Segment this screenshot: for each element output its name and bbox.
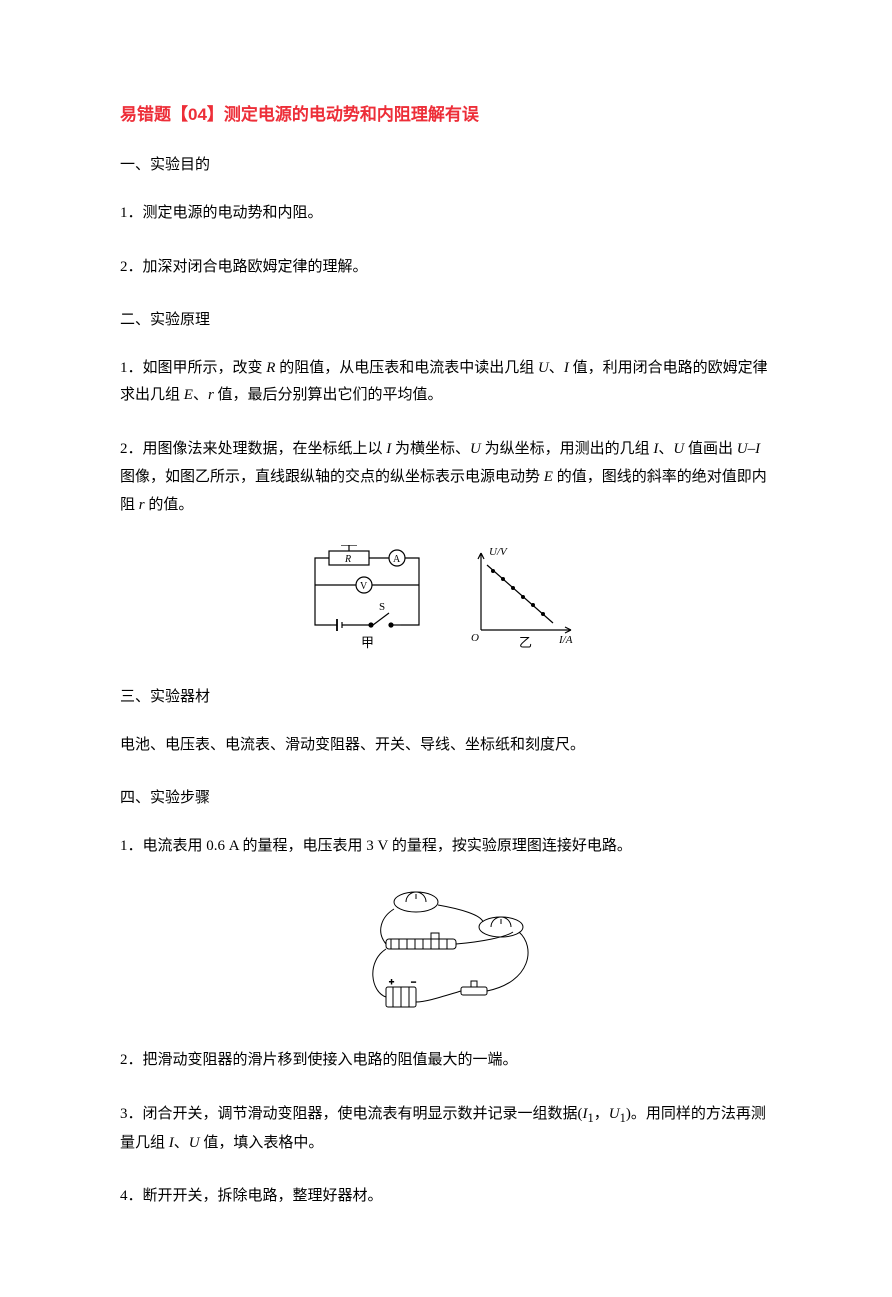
var-U: U [189, 1135, 200, 1151]
V-label: V [360, 581, 368, 592]
text: 、 [658, 441, 673, 457]
text: 1．如图甲所示，改变 [120, 360, 266, 376]
document-title: 易错题【04】测定电源的电动势和内阻理解有误 [120, 100, 772, 125]
text: 图像，如图乙所示，直线跟纵轴的交点的纵坐标表示电源电动势 [120, 469, 544, 485]
s1-p1: 1．测定电源的电动势和内阻。 [120, 200, 772, 228]
text: 为纵坐标，用测出的几组 [481, 441, 654, 457]
var-U: U [470, 441, 481, 457]
figure-2: +− [120, 887, 772, 1017]
var-U: U [673, 441, 684, 457]
s2-p2: 2．用图像法来处理数据，在坐标纸上以 I 为横坐标、U 为纵坐标，用测出的几组 … [120, 436, 772, 519]
s4-p4: 4．断开开关，拆除电路，整理好器材。 [120, 1183, 772, 1211]
graph-label: 乙 [519, 635, 532, 650]
s4-p3: 3．闭合开关，调节滑动变阻器，使电流表有明显示数并记录一组数据(I1，U1)。用… [120, 1101, 772, 1158]
text: 值画出 [684, 441, 737, 457]
var-U1: U [609, 1106, 620, 1122]
ui-graph: U/V I/A O 乙 [461, 545, 591, 655]
origin-label: O [471, 632, 479, 644]
circuit-label: 甲 [361, 635, 374, 650]
text: 值，填入表格中。 [200, 1135, 324, 1151]
section-2-heading: 二、实验原理 [120, 308, 772, 329]
text: 、 [549, 360, 564, 376]
text: 的值。 [145, 497, 194, 513]
s4-p2: 2．把滑动变阻器的滑片移到使接入电路的阻值最大的一端。 [120, 1047, 772, 1075]
circuit-diagram: R A V S 甲 [301, 545, 431, 655]
var-U: U [538, 360, 549, 376]
text: 、 [174, 1135, 189, 1151]
figure-1-row: R A V S 甲 U/V I/A O 乙 [120, 545, 772, 655]
apparatus-diagram: +− [331, 887, 561, 1017]
var-E: E [544, 469, 553, 485]
svg-text:−: − [411, 977, 416, 987]
text: 3．闭合开关，调节滑动变阻器，使电流表有明显示数并记录一组数据( [120, 1106, 583, 1122]
s4-p1: 1．电流表用 0.6 A 的量程，电压表用 3 V 的量程，按实验原理图连接好电… [120, 833, 772, 861]
y-axis-label: U/V [489, 546, 508, 558]
R-label: R [344, 554, 351, 565]
text: ， [594, 1106, 609, 1122]
s3-p1: 电池、电压表、电流表、滑动变阻器、开关、导线、坐标纸和刻度尺。 [120, 732, 772, 760]
text: 、 [193, 387, 208, 403]
text: 值，最后分别算出它们的平均值。 [214, 387, 443, 403]
var-UI: U–I [737, 441, 760, 457]
S-label: S [379, 601, 385, 613]
var-E: E [184, 387, 193, 403]
text: 的阻值，从电压表和电流表中读出几组 [275, 360, 538, 376]
section-3-heading: 三、实验器材 [120, 685, 772, 706]
x-axis-label: I/A [558, 634, 573, 646]
section-1-heading: 一、实验目的 [120, 153, 772, 174]
s1-p2: 2．加深对闭合电路欧姆定律的理解。 [120, 254, 772, 282]
text: 2．用图像法来处理数据，在坐标纸上以 [120, 441, 386, 457]
s2-p1: 1．如图甲所示，改变 R 的阻值，从电压表和电流表中读出几组 U、I 值，利用闭… [120, 355, 772, 411]
svg-text:+: + [389, 977, 394, 987]
A-label: A [393, 554, 401, 565]
text: 为横坐标、 [391, 441, 470, 457]
section-4-heading: 四、实验步骤 [120, 786, 772, 807]
